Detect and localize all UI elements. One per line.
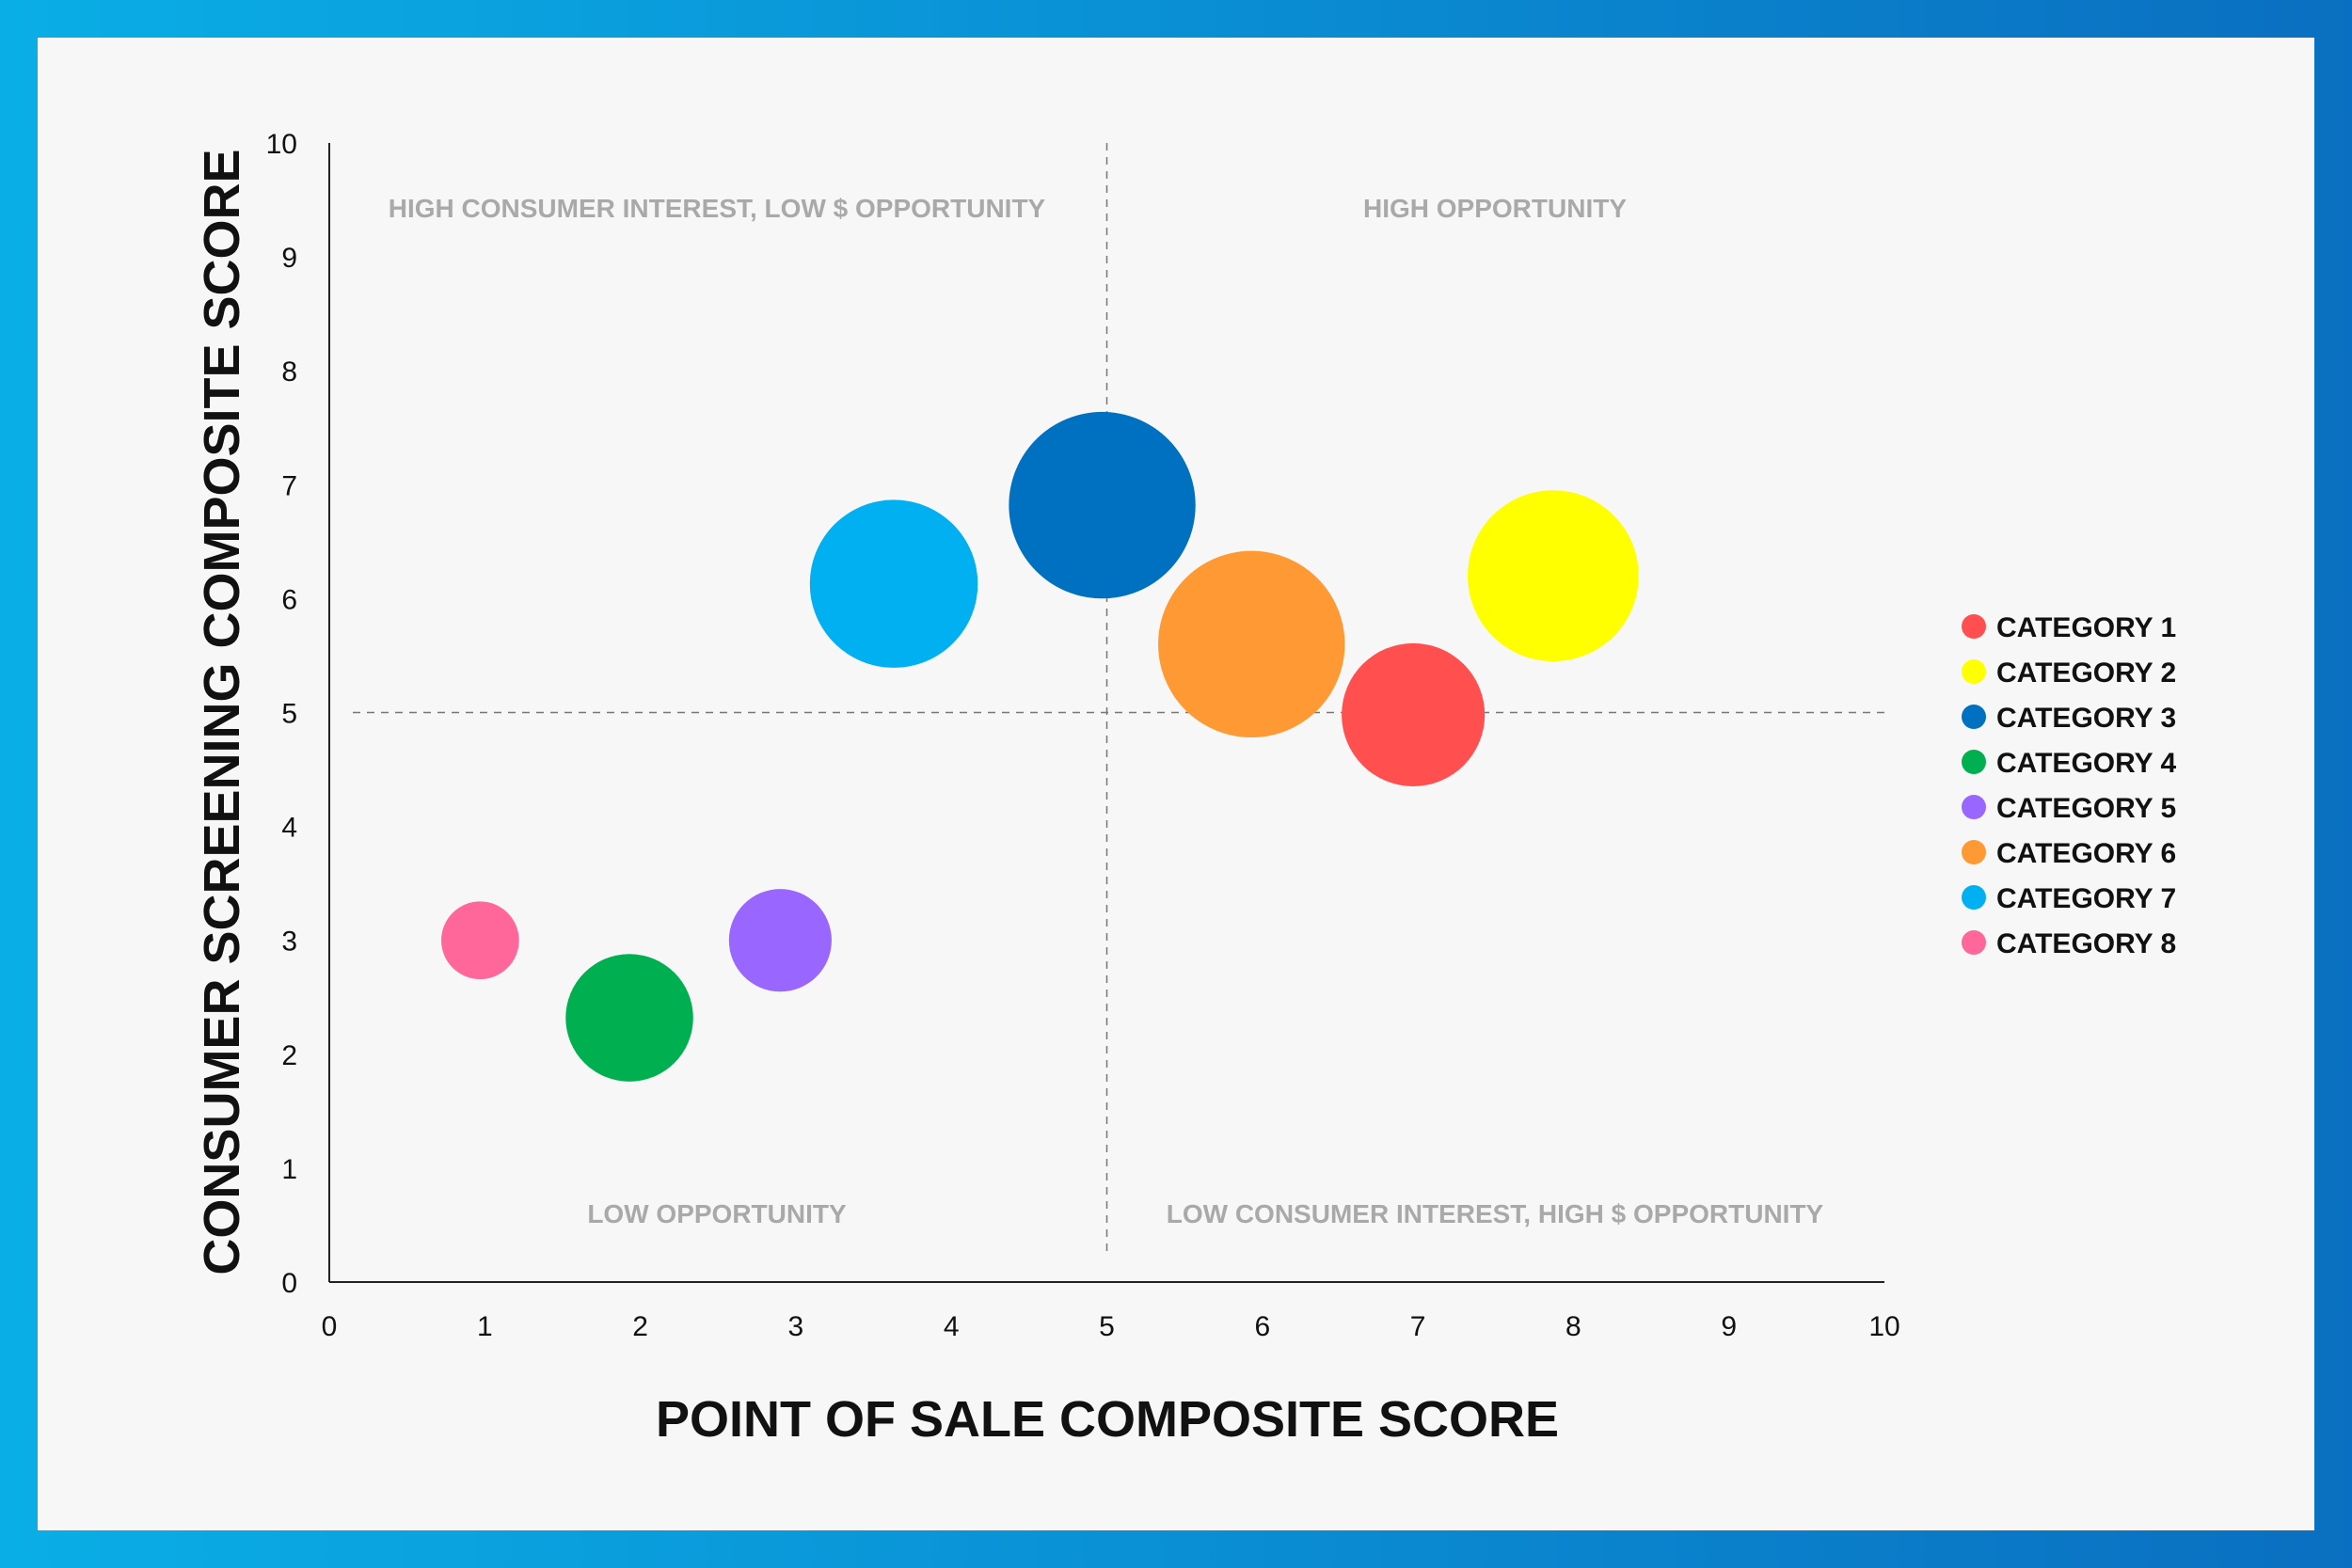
y-tick-label: 1 xyxy=(281,1154,297,1185)
y-tick-label: 8 xyxy=(281,356,297,388)
bubble xyxy=(809,499,978,668)
bubble xyxy=(441,901,519,980)
y-tick-label: 3 xyxy=(281,927,297,958)
y-tick-label: 10 xyxy=(266,129,297,160)
bubble xyxy=(565,954,693,1082)
quadrant-label-top-right: HIGH OPPORTUNITY xyxy=(1363,194,1627,223)
x-tick-labels: 0 1 2 3 4 5 6 7 8 9 10 xyxy=(322,1311,1900,1342)
legend-label: CATEGORY 5 xyxy=(1996,793,2176,824)
legend-marker xyxy=(1962,614,1986,639)
legend-label: CATEGORY 1 xyxy=(1996,612,2176,643)
x-tick-label: 7 xyxy=(1410,1311,1426,1342)
y-axis-title: CONSUMER SCREENING COMPOSITE SCORE xyxy=(194,149,250,1275)
x-tick-label: 5 xyxy=(1099,1311,1115,1342)
bubble xyxy=(1009,411,1196,599)
y-tick-label: 7 xyxy=(281,470,297,501)
x-tick-label: 8 xyxy=(1565,1311,1581,1342)
quadrant-label-top-left: HIGH CONSUMER INTEREST, LOW $ OPPORTUNIT… xyxy=(389,194,1046,223)
legend-marker xyxy=(1962,840,1986,864)
bubble xyxy=(1158,550,1345,738)
legend-marker xyxy=(1962,705,1986,729)
x-axis-title: POINT OF SALE COMPOSITE SCORE xyxy=(656,1391,1559,1448)
y-tick-label: 6 xyxy=(281,584,297,615)
legend-marker xyxy=(1962,885,1986,910)
y-tick-label: 5 xyxy=(281,699,297,730)
bubble xyxy=(1467,490,1639,662)
bubbles xyxy=(441,411,1639,1082)
legend-marker xyxy=(1962,930,1986,955)
legend-label: CATEGORY 7 xyxy=(1996,883,2176,914)
y-tick-label: 4 xyxy=(281,813,297,844)
quadrant-label-bottom-right: LOW CONSUMER INTEREST, HIGH $ OPPORTUNIT… xyxy=(1167,1199,1824,1228)
quadrant-label-bottom-left: LOW OPPORTUNITY xyxy=(587,1199,847,1228)
x-tick-label: 10 xyxy=(1868,1311,1899,1342)
x-tick-label: 6 xyxy=(1254,1311,1270,1342)
y-tick-label: 0 xyxy=(281,1268,297,1299)
legend-marker xyxy=(1962,659,1986,684)
legend-label: CATEGORY 4 xyxy=(1996,748,2176,779)
x-tick-label: 2 xyxy=(632,1311,648,1342)
axes xyxy=(328,143,1884,1283)
bubble xyxy=(1342,642,1486,786)
chart-panel: HIGH CONSUMER INTEREST, LOW $ OPPORTUNIT… xyxy=(38,38,2314,1530)
legend-label: CATEGORY 3 xyxy=(1996,703,2176,734)
quadrant-divider-lines xyxy=(353,143,1884,1254)
x-tick-label: 9 xyxy=(1721,1311,1737,1342)
legend-label: CATEGORY 2 xyxy=(1996,657,2176,689)
x-tick-label: 0 xyxy=(322,1311,338,1342)
legend-marker xyxy=(1962,750,1986,774)
legend-marker xyxy=(1962,795,1986,819)
legend-label: CATEGORY 8 xyxy=(1996,928,2176,959)
y-tick-label: 9 xyxy=(281,243,297,274)
x-tick-label: 3 xyxy=(788,1311,804,1342)
x-tick-label: 4 xyxy=(944,1311,960,1342)
bubble-chart: HIGH CONSUMER INTEREST, LOW $ OPPORTUNIT… xyxy=(194,129,2176,1448)
x-tick-label: 1 xyxy=(477,1311,493,1342)
legend: CATEGORY 1 CATEGORY 2 CATEGORY 3 CATEGORY 4… xyxy=(1962,612,2176,959)
y-tick-label: 2 xyxy=(281,1040,297,1071)
legend-label: CATEGORY 6 xyxy=(1996,838,2176,869)
y-tick-labels: 0 1 2 3 4 5 6 7 8 9 10 xyxy=(266,129,297,1299)
quadrant-labels: HIGH CONSUMER INTEREST, LOW $ OPPORTUNIT… xyxy=(389,194,1824,1228)
bubble xyxy=(728,889,832,992)
